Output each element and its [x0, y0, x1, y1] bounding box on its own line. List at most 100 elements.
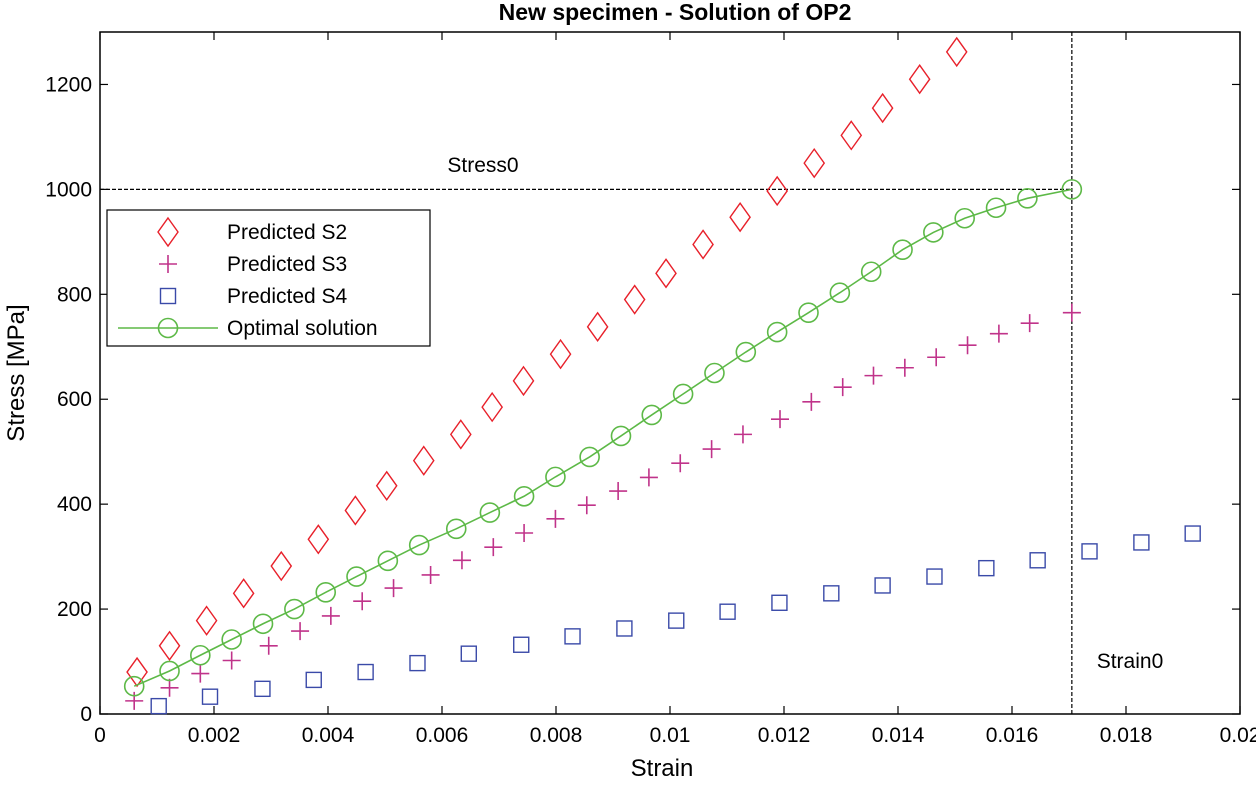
point-predicted-s2 [803, 147, 826, 179]
point-predicted-s4 [874, 577, 891, 594]
x-tick-label: 0.004 [302, 724, 355, 747]
legend-label: Predicted S2 [227, 221, 347, 244]
point-predicted-s4 [150, 697, 167, 715]
point-optimal-solution [860, 261, 882, 283]
y-tick-label: 800 [57, 283, 92, 306]
point-predicted-s3 [864, 366, 883, 385]
point-predicted-s4 [771, 594, 788, 611]
legend-items: Predicted S2 Predicted S3 Predicted S4 Opti… [118, 216, 378, 340]
x-tick-label: 0.018 [1100, 724, 1153, 747]
x-tick-label: 0.012 [758, 724, 811, 747]
point-predicted-s4 [409, 654, 426, 672]
point-optimal-solution [479, 502, 501, 523]
point-predicted-s3 [125, 691, 144, 710]
point-optimal-solution [1017, 188, 1038, 209]
point-predicted-s2 [481, 391, 504, 423]
point-predicted-s2 [840, 120, 863, 151]
point-predicted-s4 [1184, 525, 1201, 542]
point-predicted-s2 [344, 495, 367, 526]
point-predicted-s2 [449, 419, 472, 450]
y-tick-label: 400 [57, 493, 92, 516]
series-predicted-s2 [126, 36, 968, 688]
legend-item-predicted-s2: Predicted S2 [157, 216, 347, 248]
x-tick-label: 0.014 [872, 724, 925, 747]
point-predicted-s4 [254, 680, 271, 698]
point-optimal-solution [641, 404, 663, 426]
point-predicted-s3 [384, 579, 403, 598]
point-predicted-s2 [375, 470, 398, 501]
point-predicted-s4 [616, 620, 633, 637]
series-line-optimal-solution [133, 188, 1073, 687]
legend-label: Predicted S4 [227, 285, 348, 308]
point-optimal-solution [408, 534, 430, 556]
point-predicted-s3 [702, 440, 721, 459]
point-optimal-solution [735, 341, 757, 363]
point-optimal-solution [954, 207, 975, 229]
point-predicted-s4 [719, 603, 736, 620]
point-optimal-solution [610, 425, 632, 447]
point-predicted-s3 [639, 468, 658, 487]
point-predicted-s4 [978, 559, 995, 577]
point-optimal-solution [892, 239, 913, 261]
point-optimal-solution [190, 644, 211, 666]
point-optimal-solution [579, 446, 600, 468]
point-predicted-s2 [908, 64, 931, 95]
point-optimal-solution [377, 550, 399, 572]
point-predicted-s4 [823, 585, 840, 602]
legend-item-predicted-s4: Predicted S4 [159, 285, 348, 308]
legend-marker [157, 216, 179, 248]
y-tick-label: 1200 [45, 73, 92, 96]
point-optimal-solution [445, 518, 467, 540]
point-predicted-s3 [421, 565, 440, 584]
legend-label: Predicted S3 [227, 253, 347, 276]
point-predicted-s3 [353, 592, 372, 611]
point-predicted-s4 [926, 568, 943, 585]
point-optimal-solution [672, 383, 694, 405]
series-predicted-s4 [150, 525, 1201, 715]
legend-marker [159, 255, 177, 273]
point-predicted-s3 [259, 636, 278, 655]
point-predicted-s2 [195, 605, 218, 636]
point-predicted-s2 [307, 524, 330, 555]
point-optimal-solution [766, 321, 788, 343]
point-predicted-s4 [668, 612, 685, 629]
point-predicted-s2 [945, 36, 968, 68]
x-tick-label: 0.006 [416, 724, 469, 747]
y-tick-label: 600 [57, 388, 92, 411]
point-predicted-s4 [201, 688, 219, 705]
point-predicted-s2 [586, 311, 609, 343]
point-predicted-s3 [291, 622, 310, 641]
point-predicted-s3 [515, 524, 534, 543]
x-tick-label: 0.01 [650, 724, 691, 747]
point-optimal-solution [221, 629, 242, 650]
point-predicted-s2 [692, 229, 714, 260]
y-axis-ticks: 0 200 400 600 800 1000 1200 [45, 73, 1240, 726]
point-predicted-s2 [766, 175, 789, 207]
plot-frame [99, 31, 1241, 715]
legend-marker [157, 317, 179, 339]
legend: Predicted S2 Predicted S3 Predicted S4 Opti… [106, 209, 431, 347]
point-predicted-s3 [191, 664, 210, 683]
point-predicted-s2 [270, 550, 293, 582]
point-predicted-s3 [484, 538, 503, 557]
point-optimal-solution [252, 613, 274, 635]
y-axis-title: Stress [MPa] [3, 304, 30, 441]
point-predicted-s2 [412, 445, 435, 476]
point-optimal-solution [829, 282, 851, 304]
point-predicted-s3 [958, 336, 977, 355]
series-layer [123, 36, 1201, 715]
legend-label: Optimal solution [227, 317, 378, 340]
series-predicted-s3 [125, 303, 1081, 710]
point-optimal-solution [284, 598, 305, 620]
point-predicted-s2 [549, 338, 572, 370]
point-predicted-s2 [871, 92, 894, 124]
point-predicted-s3 [989, 324, 1008, 343]
x-tick-label: 0.02 [1220, 724, 1256, 747]
point-optimal-solution [985, 197, 1007, 219]
point-optimal-solution [923, 222, 944, 243]
point-predicted-s2 [655, 258, 677, 289]
point-predicted-s4 [513, 636, 530, 653]
point-predicted-s3 [833, 378, 852, 397]
point-predicted-s2 [158, 630, 181, 662]
